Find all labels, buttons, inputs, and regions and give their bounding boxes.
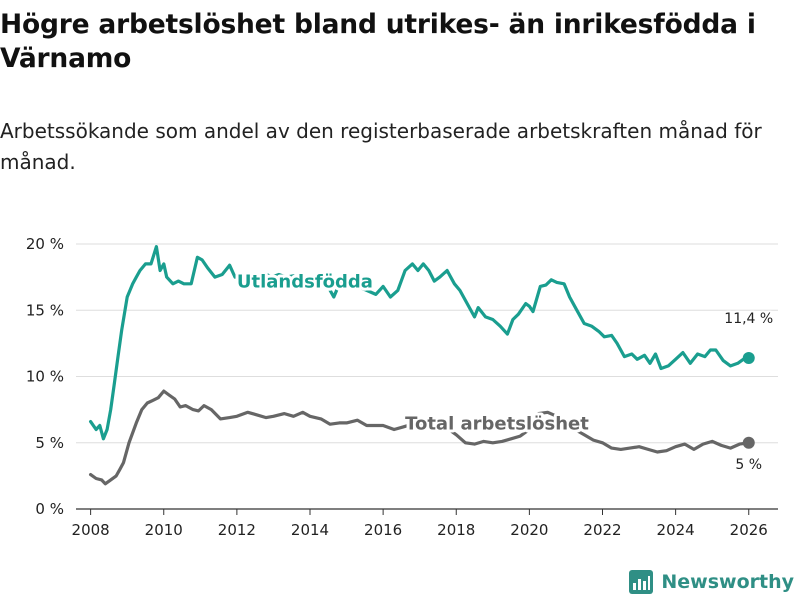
newsworthy-chart-icon [629, 570, 654, 594]
end-label-utlandsfodda: 11,4 % [724, 311, 773, 327]
x-tick-label: 2010 [145, 521, 183, 539]
y-tick-label: 15 % [26, 301, 64, 319]
y-gridlines [76, 243, 778, 444]
y-tick-label: 10 % [26, 368, 64, 386]
end-label-total: 5 % [735, 457, 762, 473]
x-tick-label: 2014 [291, 521, 329, 539]
x-tick-label: 2024 [657, 521, 695, 539]
x-tick-label: 2020 [510, 521, 548, 539]
x-axis-ticks [90, 509, 750, 515]
y-tick-label: 5 % [35, 434, 64, 452]
y-tick-label: 20 % [26, 235, 64, 253]
x-tick-label: 2012 [218, 521, 256, 539]
x-tick-label: 2026 [730, 521, 768, 539]
x-axis-labels: 2008 2010 2012 2014 2016 2018 2020 2022 2024 2026 [72, 521, 768, 539]
series-line-utlandsfodda [88, 245, 751, 441]
newsworthy-logo[interactable]: Newsworthy [629, 570, 794, 594]
series-label-utlandsfodda: Utlandsfödda [237, 272, 373, 293]
series-line-total [88, 389, 751, 486]
chart-subtitle: Arbetssökande som andel av den registerb… [0, 119, 762, 174]
y-tick-label: 0 % [35, 500, 64, 518]
series-lines [88, 245, 751, 486]
x-tick-label: 2016 [364, 521, 402, 539]
end-marker-total [742, 436, 755, 449]
series-labels: Utlandsfödda Total arbetslöshet [234, 269, 592, 438]
y-axis-labels: 0 % 5 % 10 % 15 % 20 % [26, 235, 64, 518]
end-marker-utlandsfodda [742, 351, 755, 364]
x-tick-label: 2008 [72, 521, 110, 539]
brand-name: Newsworthy [661, 571, 794, 593]
x-tick-label: 2022 [583, 521, 621, 539]
series-end-markers: 11,4 % 5 % [722, 309, 775, 475]
x-tick-label: 2018 [437, 521, 475, 539]
chart-title: Högre arbetslöshet bland utrikes- än inr… [0, 9, 756, 74]
series-label-total: Total arbetslöshet [405, 414, 589, 435]
